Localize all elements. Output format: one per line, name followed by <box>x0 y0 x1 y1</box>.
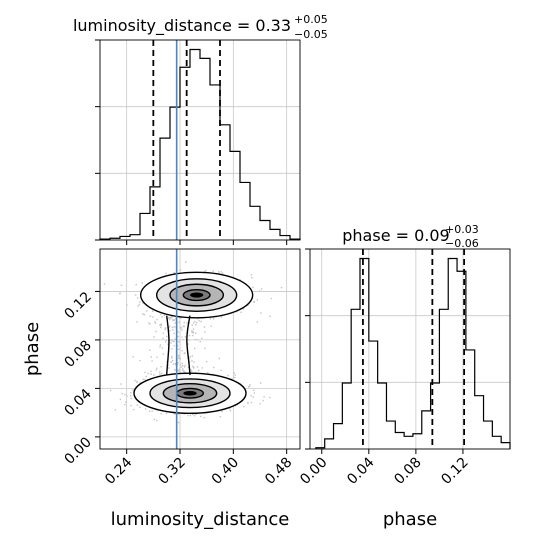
hist-bin-17 <box>270 229 280 240</box>
hist-bin-9 <box>395 432 404 449</box>
phase-x-tick-label-3: 0.12 <box>438 455 471 488</box>
hist-bin-20 <box>492 436 501 449</box>
phase-hist-lines <box>362 249 466 449</box>
hist-bin-14 <box>240 182 250 240</box>
joint-x-tick-label-3: 0.48 <box>262 455 295 488</box>
hist-bin-21 <box>501 443 510 449</box>
luminosity-distance-title: luminosity_distance = 0.33 <box>73 16 291 36</box>
hist-step-outline <box>99 48 301 240</box>
bridge-contour-right <box>186 315 191 376</box>
phase-hist-grid <box>310 249 510 449</box>
phase-title-value: 0.09 <box>414 226 450 245</box>
joint-y-tick-label-2: 0.08 <box>61 337 94 370</box>
phase-hist-steps <box>315 257 511 449</box>
luminosity-distance-title-value: 0.33 <box>255 16 291 35</box>
luminosity-distance-hist-lines <box>152 40 221 240</box>
hist-bin-4 <box>351 309 360 449</box>
hist-bin-15 <box>448 259 457 449</box>
hist-bin-7 <box>378 383 387 449</box>
luminosity-distance-histogram-panel <box>95 39 301 245</box>
joint-density-panel: 0.24 0.32 0.40 0.48 0.00 0.04 0.08 0.12 <box>61 248 301 488</box>
joint-x-tick-label-2: 0.40 <box>209 455 242 488</box>
hist-step-outline <box>315 257 511 449</box>
y-axis-title-phase: phase <box>22 322 43 376</box>
hist-bin-18 <box>475 396 484 449</box>
hist-bin-17 <box>466 350 475 449</box>
luminosity-distance-hist-steps <box>99 48 301 240</box>
density-peak-lower <box>183 390 197 396</box>
hist-bin-5 <box>360 259 369 449</box>
contour-upper-2 <box>169 283 225 307</box>
joint-density-fill <box>134 272 253 414</box>
hist-bin-12 <box>220 125 230 240</box>
luminosity-distance-hist-frame <box>99 39 301 241</box>
contour-lower-2 <box>162 382 218 404</box>
joint-frame <box>99 248 301 450</box>
x-axis-title-phase: phase <box>383 509 437 530</box>
hist-bin-4 <box>140 213 150 240</box>
hist-bin-10 <box>200 58 210 240</box>
phase-x-tick-label-1: 0.04 <box>344 454 377 487</box>
phase-x-tick-label-2: 0.08 <box>391 455 424 488</box>
hist-bin-3 <box>342 383 351 449</box>
luminosity-distance-hist-ticks <box>95 39 288 245</box>
hist-bin-6 <box>369 341 378 449</box>
hist-bin-2 <box>334 424 343 449</box>
phase-title: phase = 0.09 <box>342 226 449 245</box>
hist-bin-1 <box>325 439 334 449</box>
hist-bin-12 <box>422 411 431 449</box>
hist-bin-15 <box>250 206 260 240</box>
x-axis-title-luminosity-distance: luminosity_distance <box>111 509 290 530</box>
phase-title-prefix: phase = <box>342 226 414 245</box>
hist-bin-11 <box>210 85 220 240</box>
hist-bin-5 <box>150 187 160 240</box>
contour-upper-0 <box>139 271 254 319</box>
joint-y-tick-label-0: 0.00 <box>61 434 94 467</box>
hist-bin-8 <box>386 421 395 449</box>
contour-lower-1 <box>149 378 231 409</box>
joint-x-tick-label-0: 0.24 <box>102 454 135 487</box>
joint-y-tick-label-1: 0.04 <box>61 386 94 419</box>
bridge-contour-left <box>165 315 170 376</box>
hist-bin-9 <box>190 50 200 240</box>
phase-x-tick-label-0: 0.00 <box>297 455 330 488</box>
luminosity-distance-title-plus: +0.05 <box>294 13 328 26</box>
joint-y-tick-label-3: 0.12 <box>61 289 94 322</box>
contour-upper-1 <box>155 278 238 312</box>
hist-bin-7 <box>170 107 180 240</box>
hist-bin-19 <box>484 421 493 449</box>
hist-bin-8 <box>180 67 190 240</box>
hist-bin-13 <box>230 151 240 240</box>
hist-bin-16 <box>260 221 270 240</box>
phase-title-minus: −0.06 <box>445 237 479 250</box>
phase-histogram-panel: 0.00 0.04 0.08 0.12 <box>297 248 511 488</box>
joint-x-tick-label-1: 0.32 <box>155 455 188 488</box>
hist-bin-6 <box>160 138 170 240</box>
hist-bin-3 <box>130 235 140 240</box>
density-peak-upper <box>190 292 204 298</box>
contour-upper-3 <box>182 288 211 302</box>
phase-hist-frame <box>309 248 511 450</box>
phase-title-plus: +0.03 <box>445 223 479 236</box>
luminosity-distance-title-prefix: luminosity_distance = <box>73 16 255 36</box>
hist-bin-10 <box>404 436 413 449</box>
luminosity-distance-title-minus: −0.05 <box>294 28 328 41</box>
hist-bin-11 <box>413 434 422 449</box>
hist-bin-14 <box>439 309 448 449</box>
hist-bin-18 <box>280 236 290 240</box>
